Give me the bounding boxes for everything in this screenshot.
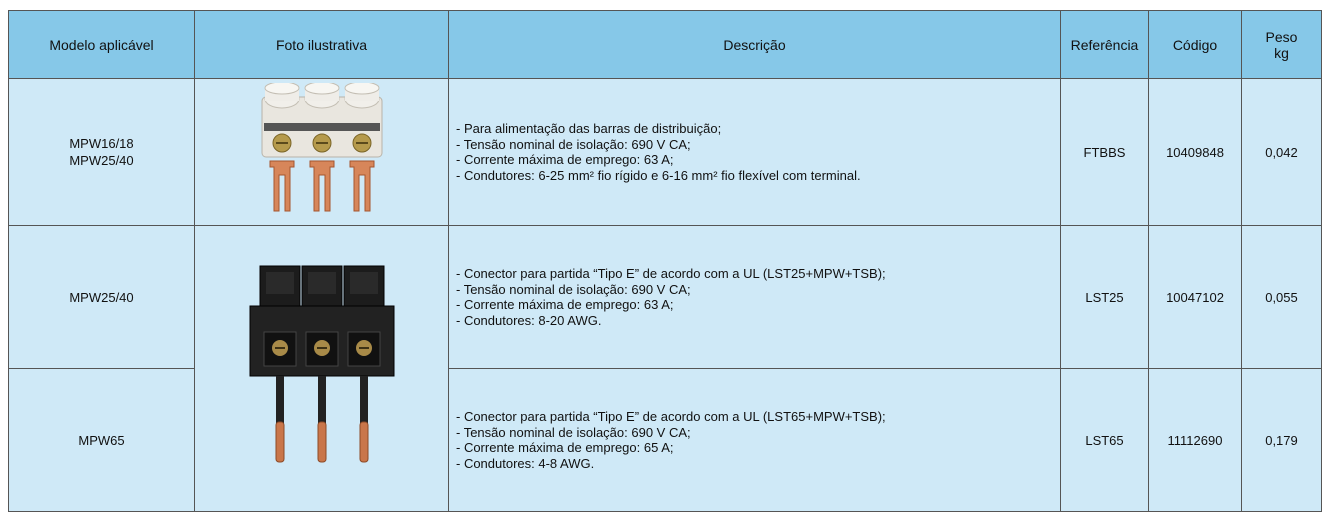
description-cell: - Para alimentação das barras de distrib… <box>448 78 1061 226</box>
description-line: - Condutores: 8-20 AWG. <box>456 312 602 328</box>
peso-cell: 0,042 <box>1241 78 1322 226</box>
description-line: - Conector para partida “Tipo E” de acor… <box>456 266 886 281</box>
header-cell: Peso kg <box>1241 10 1322 79</box>
modelo-text: MPW65 <box>78 432 125 448</box>
referencia-cell: LST25 <box>1060 225 1149 369</box>
table-row: MPW25/40 - Conector para partida “Tipo E… <box>8 225 1322 512</box>
header-cell: Foto ilustrativa <box>194 10 449 79</box>
photo-lst <box>249 265 394 463</box>
product-table: Modelo aplicável Foto ilustrativa Descri… <box>8 10 1322 512</box>
description-line: - Condutores: 4-8 AWG. <box>456 455 595 471</box>
table-row: MPW16/18 MPW25/40 - Para alimentação das … <box>8 78 1322 226</box>
photo-cell <box>194 225 449 512</box>
header-cell: Referência <box>1060 10 1149 79</box>
codigo-cell: 11112690 <box>1148 368 1242 512</box>
header-text: Peso <box>1265 28 1298 45</box>
description-cell: - Conector para partida “Tipo E” de acor… <box>448 225 1061 369</box>
peso-cell: 0,055 <box>1241 225 1322 369</box>
table-row: MPW65 - Conector para partida “Tipo E” de… <box>8 368 1322 512</box>
referencia-cell: FTBBS <box>1060 78 1149 226</box>
description-line: - Corrente máxima de emprego: 63 A; <box>456 297 674 312</box>
description-line: - Corrente máxima de emprego: 65 A; <box>456 440 674 455</box>
modelo-text: MPW25/40 <box>69 153 134 168</box>
codigo-cell: 10409848 <box>1148 78 1242 226</box>
header-cell: Modelo aplicável <box>8 10 195 79</box>
description-line: - Tensão nominal de isolação: 690 V CA; <box>456 424 691 440</box>
header-cell: Descrição <box>448 10 1061 79</box>
description-cell: - Conector para partida “Tipo E” de acor… <box>448 368 1061 512</box>
description-line: - Corrente máxima de emprego: 63 A; <box>456 152 674 167</box>
description-line: - Condutores: 6-25 mm² fio rígido e 6-16… <box>456 167 861 183</box>
modelo-cell: MPW25/40 <box>8 225 195 369</box>
description-line: - Conector para partida “Tipo E” de acor… <box>456 409 886 424</box>
peso-cell: 0,179 <box>1241 368 1322 512</box>
header-text: kg <box>1274 44 1289 61</box>
description-line: - Tensão nominal de isolação: 690 V CA; <box>456 281 691 297</box>
modelo-cell: MPW65 <box>8 368 195 512</box>
codigo-cell: 10047102 <box>1148 225 1242 369</box>
modelo-text: MPW25/40 <box>69 289 134 305</box>
modelo-text: MPW16/18 <box>69 136 134 151</box>
header-row: Modelo aplicável Foto ilustrativa Descri… <box>8 10 1322 79</box>
header-cell: Código <box>1148 10 1242 79</box>
photo-cell <box>194 78 449 226</box>
modelo-cell: MPW16/18 MPW25/40 <box>8 78 195 226</box>
photo-ftbbs <box>261 81 382 212</box>
referencia-cell: LST65 <box>1060 368 1149 512</box>
table-body: MPW16/18 MPW25/40 - Para alimentação das … <box>8 78 1322 512</box>
description-line: - Para alimentação das barras de distrib… <box>456 121 722 136</box>
description-line: - Tensão nominal de isolação: 690 V CA; <box>456 136 691 152</box>
